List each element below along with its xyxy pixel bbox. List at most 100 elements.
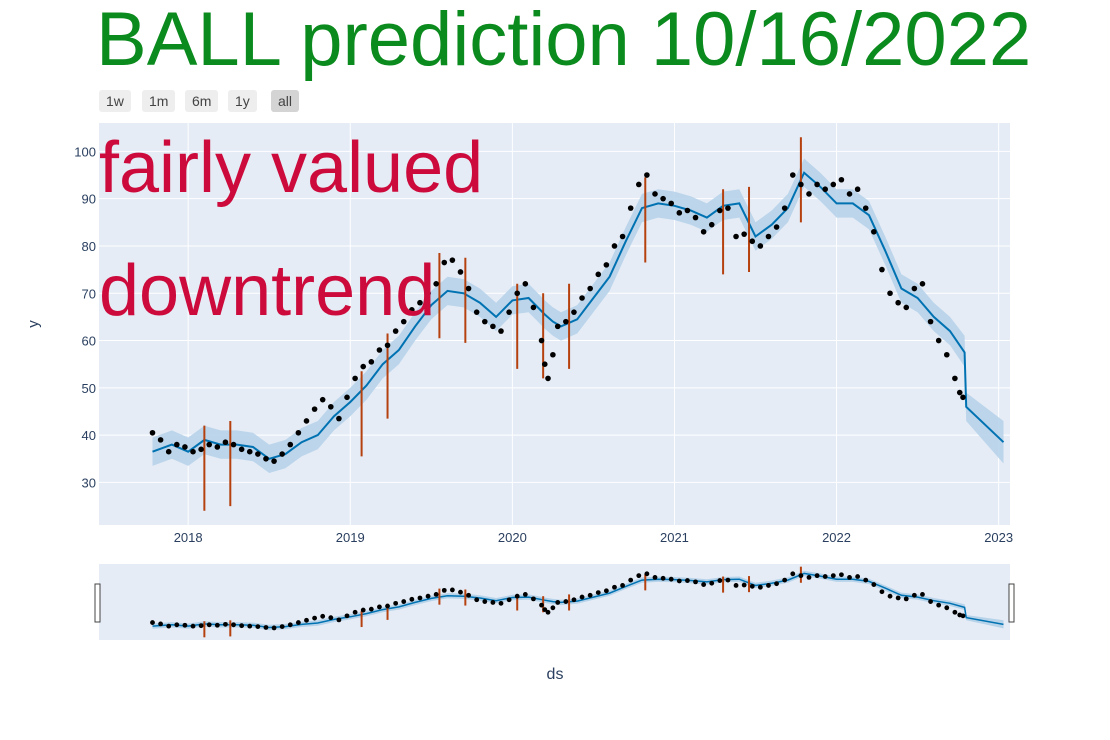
slider-data-point	[952, 609, 958, 615]
slider-data-point	[522, 592, 528, 597]
data-point	[287, 441, 294, 448]
slider-data-point	[555, 600, 561, 605]
data-point	[635, 181, 642, 188]
slider-data-point	[377, 604, 382, 610]
data-point	[700, 228, 707, 235]
slider-data-point	[295, 620, 301, 625]
data-point	[554, 323, 561, 330]
y-tick-label: 70	[82, 286, 96, 301]
slider-data-point	[490, 600, 496, 605]
slider-data-point	[271, 625, 277, 631]
data-point	[717, 207, 723, 214]
slider-data-point	[336, 617, 342, 623]
data-point	[603, 262, 610, 268]
data-point	[376, 347, 383, 353]
x-tick-label: 2020	[498, 530, 527, 545]
data-point	[854, 186, 861, 193]
data-point	[798, 181, 804, 188]
slider-data-point	[676, 578, 682, 584]
data-point	[352, 375, 358, 382]
slider-data-point	[928, 599, 933, 604]
data-point	[149, 429, 156, 436]
slider-data-point	[352, 609, 358, 615]
slider-data-point	[409, 596, 415, 602]
data-point	[862, 205, 869, 211]
slider-data-point	[855, 574, 861, 579]
data-point	[433, 281, 439, 287]
slider-data-point	[944, 605, 950, 611]
data-point	[360, 363, 367, 370]
slider-data-point	[660, 575, 666, 581]
data-point	[895, 299, 901, 306]
data-point	[660, 195, 666, 202]
slider-data-point	[542, 607, 548, 612]
slider-data-point	[749, 583, 755, 589]
data-point	[652, 191, 658, 197]
slider-data-point	[247, 623, 253, 629]
data-point	[935, 337, 942, 344]
slider-data-point	[239, 623, 245, 629]
slider-data-point	[652, 575, 658, 580]
slider-data-point	[231, 622, 236, 628]
slider-data-point	[903, 596, 909, 602]
slider-data-point	[393, 600, 399, 606]
y-tick-label: 40	[82, 428, 96, 443]
data-point	[541, 361, 548, 368]
range-button-1y[interactable]: 1y	[228, 90, 257, 112]
slider-data-point	[960, 613, 966, 619]
slider-data-point	[449, 587, 455, 593]
data-point	[238, 446, 245, 453]
slider-data-point	[514, 593, 520, 599]
slider-data-point	[595, 590, 601, 596]
data-point	[182, 444, 188, 450]
data-point	[279, 451, 285, 457]
slider-data-point	[174, 622, 180, 628]
data-point	[887, 290, 893, 297]
data-point	[417, 299, 423, 306]
data-point	[830, 181, 837, 188]
data-point	[303, 418, 310, 424]
data-point	[409, 307, 415, 313]
slider-data-point	[279, 624, 285, 629]
slider-data-point	[814, 573, 820, 579]
data-point	[757, 243, 764, 249]
range-slider-left-handle[interactable]	[94, 583, 101, 623]
slider-data-point	[466, 592, 471, 598]
slider-data-point	[847, 575, 852, 580]
slider-data-point	[223, 621, 228, 627]
slider-data-point	[190, 623, 196, 629]
data-point	[956, 389, 963, 396]
slider-data-point	[579, 594, 585, 600]
data-point	[457, 269, 464, 275]
data-point	[190, 448, 196, 455]
data-point	[871, 228, 877, 235]
slider-data-point	[766, 583, 771, 588]
data-point	[587, 285, 593, 292]
slider-data-point	[685, 578, 690, 583]
slider-data-point	[550, 605, 556, 611]
data-point	[230, 441, 237, 448]
y-tick-label: 60	[82, 334, 96, 349]
range-slider-right-handle[interactable]	[1008, 583, 1015, 623]
slider-data-point	[612, 584, 617, 590]
slider-data-point	[741, 582, 747, 588]
slider-data-point	[603, 588, 609, 594]
data-point	[579, 295, 585, 301]
data-point	[328, 403, 334, 410]
data-point	[789, 172, 796, 178]
x-tick-label: 2018	[174, 530, 203, 545]
slider-data-point	[887, 593, 893, 599]
data-point	[481, 318, 488, 325]
slider-data-point	[620, 583, 625, 588]
slider-data-point	[587, 592, 593, 598]
data-point	[490, 323, 496, 330]
range-button-all[interactable]: all	[271, 90, 300, 112]
slider-data-point	[287, 622, 293, 628]
range-button-1m[interactable]: 1m	[142, 90, 176, 112]
range-button-1w[interactable]: 1w	[99, 90, 131, 112]
range-button-6m[interactable]: 6m	[185, 90, 219, 112]
slider-data-point	[214, 622, 220, 628]
x-tick-label: 2019	[336, 530, 365, 545]
slider-data-point	[790, 571, 796, 577]
